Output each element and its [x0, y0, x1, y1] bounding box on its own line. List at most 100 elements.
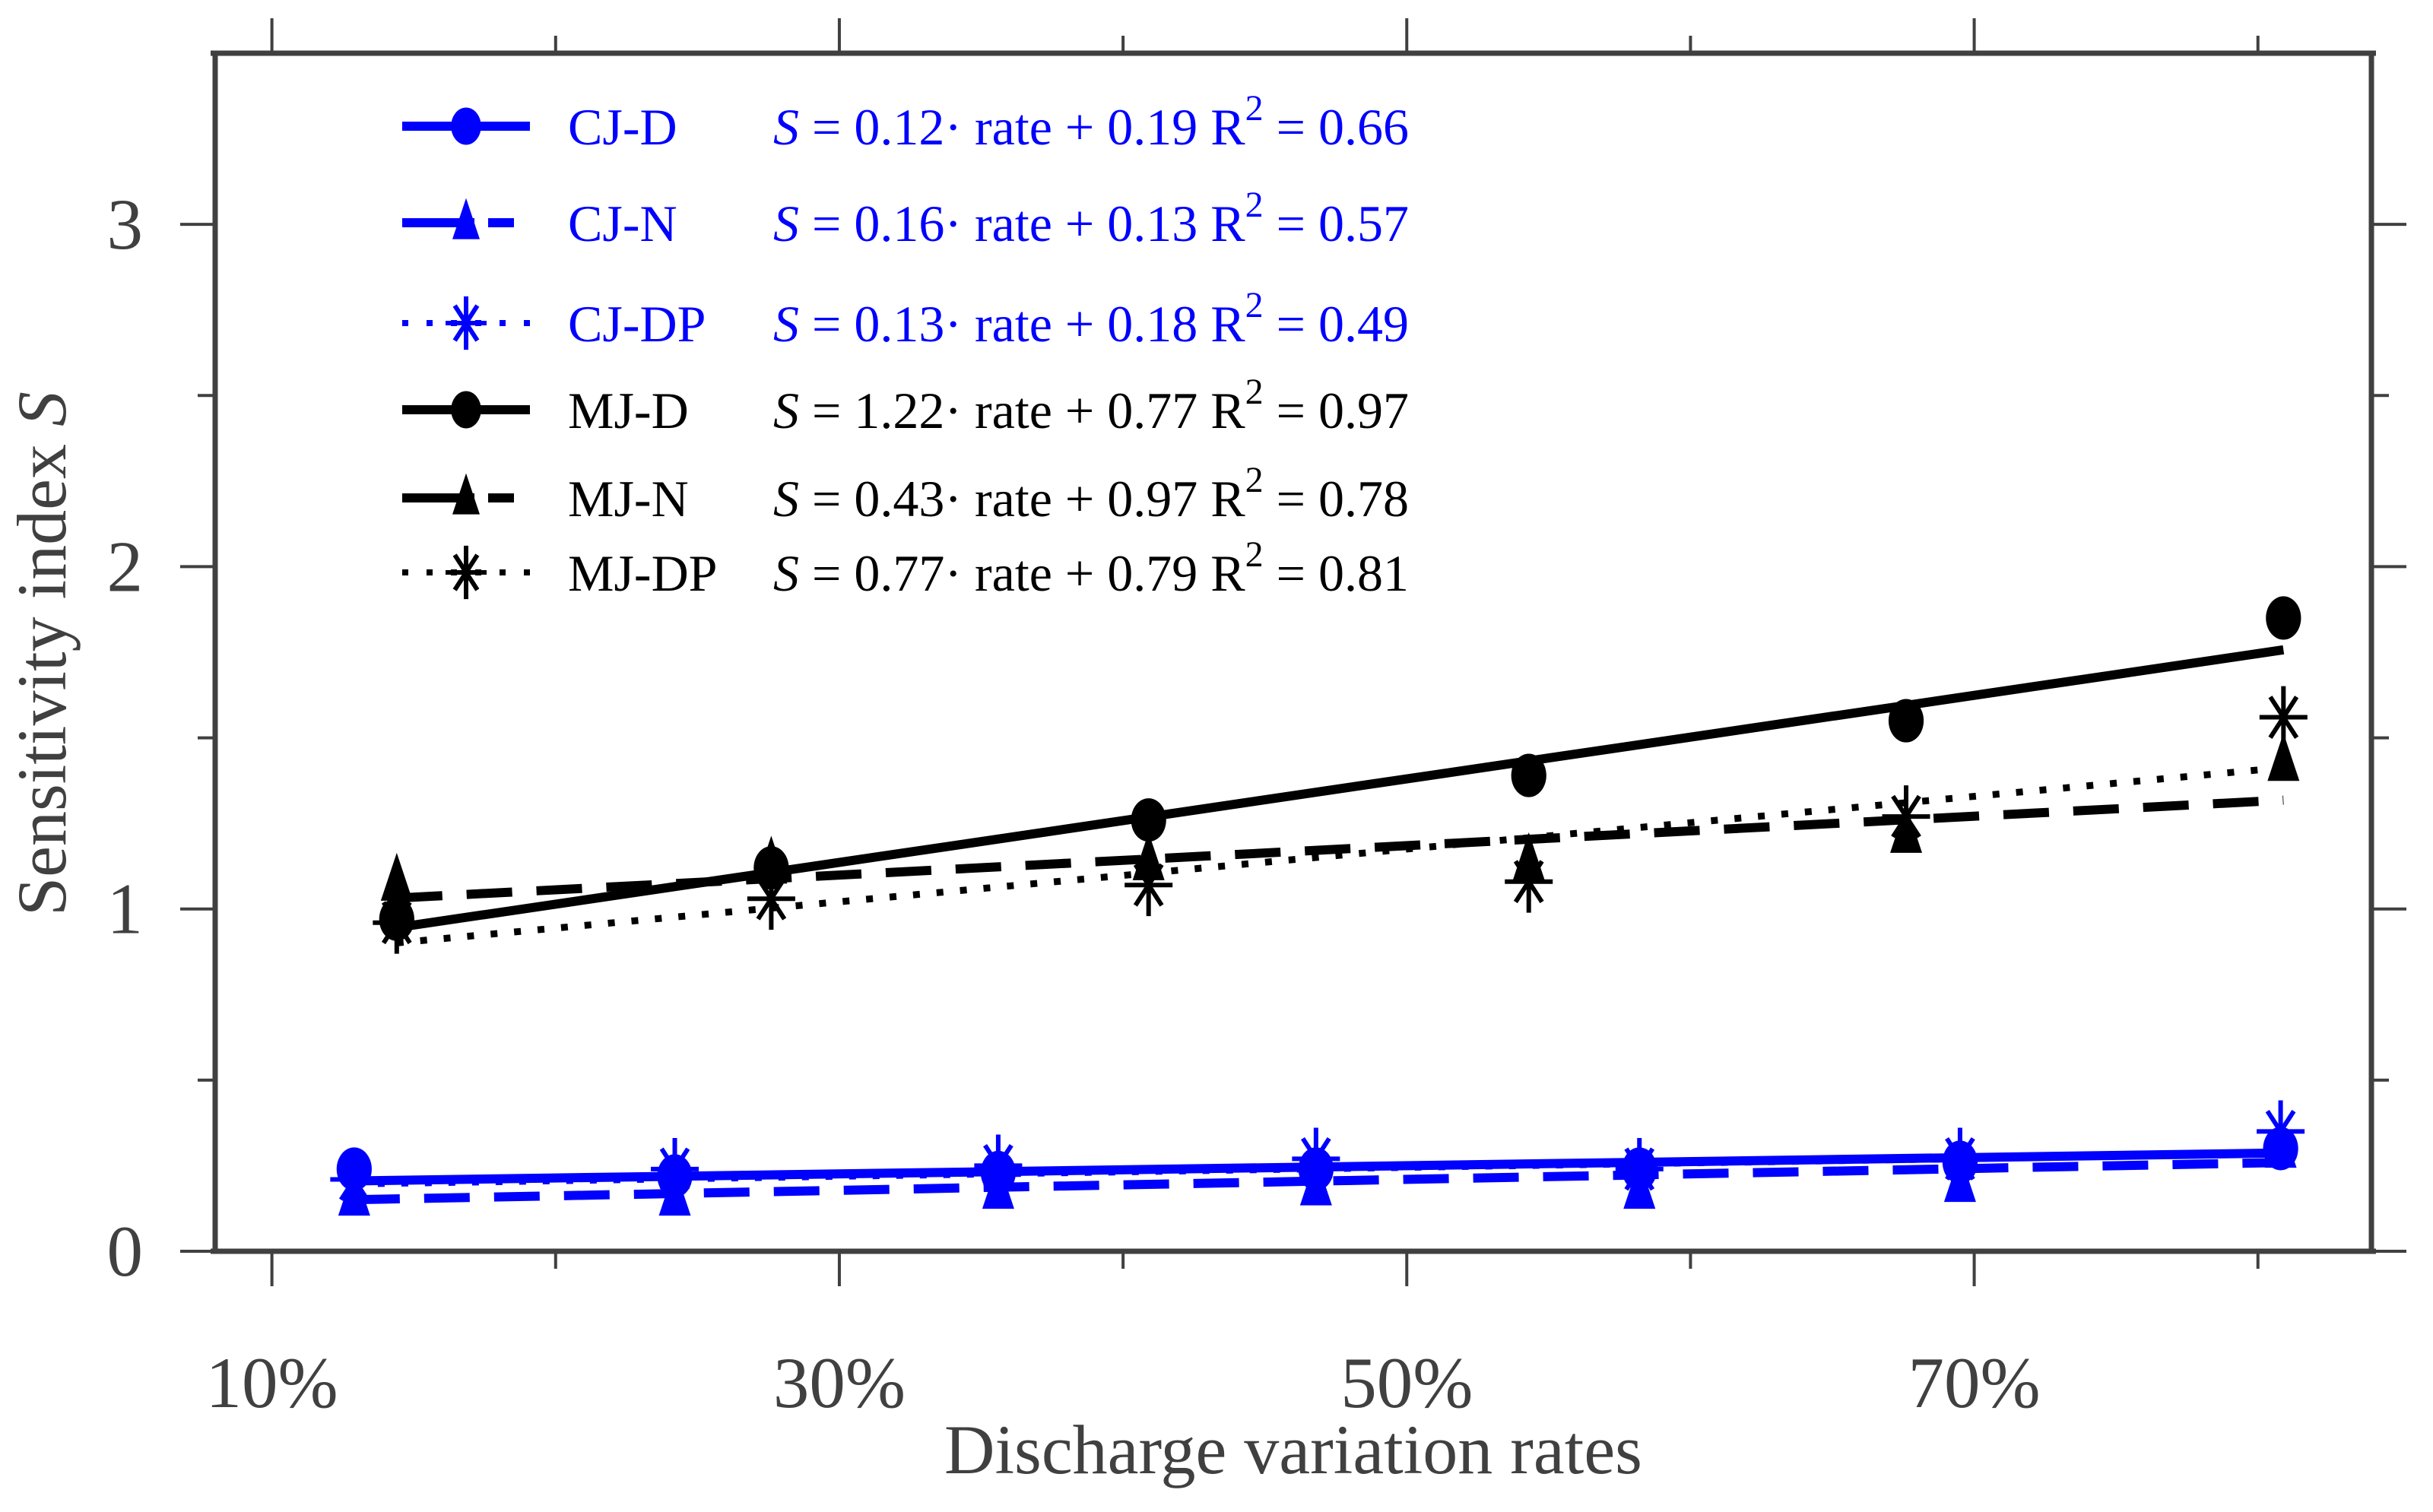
x-axis-label: Discharge variation rates: [944, 1411, 1642, 1488]
y-tick-label: 0: [107, 1211, 144, 1292]
point-mj-d: [1131, 798, 1166, 842]
y-axis-label-text: Sensitivity index: [3, 426, 81, 916]
equation-r2-value: = 0.49: [1264, 295, 1409, 353]
legend-equation: S = 0.43· rate + 0.97 R2 = 0.78: [773, 460, 1409, 528]
point-cj-dp: [1615, 1137, 1664, 1200]
legend-label: MJ-DP: [568, 544, 718, 602]
equation-symbol: S: [773, 544, 799, 602]
legend-marker-triangle-icon: [452, 198, 480, 239]
equation-body: = 0.12· rate + 0.19 R: [799, 98, 1245, 156]
asterisk-stroke: [659, 1147, 690, 1191]
asterisk-stroke: [339, 1158, 370, 1201]
x-tick-label: 30%: [773, 1342, 906, 1423]
axis-tick-labels: 10% 30% 50% 70% 0 1 2 3: [107, 184, 2041, 1423]
asterisk-stroke: [2268, 696, 2299, 739]
x-tick-label: 10%: [206, 1342, 338, 1423]
point-cj-dp: [330, 1148, 379, 1211]
asterisk-stroke: [1891, 794, 1921, 838]
point-mj-dp: [1505, 850, 1553, 913]
legend-marker-circle-icon: [451, 391, 481, 429]
legend-equation: S = 0.77· rate + 0.79 R2 = 0.81: [773, 534, 1409, 602]
equation-r2-superscript: 2: [1245, 460, 1264, 500]
legend-label: MJ-D: [568, 382, 689, 439]
y-axis-label: Sensitivity index S: [3, 391, 81, 916]
asterisk-stroke: [1945, 1137, 1975, 1181]
equation-r2-superscript: 2: [1245, 185, 1264, 225]
y-tick-label: 2: [107, 526, 144, 607]
legend-entry-mj-dp: MJ-DP S = 0.77· rate + 0.79 R2 = 0.81: [402, 534, 1409, 602]
point-mj-dp: [747, 867, 795, 930]
point-mj-dp: [2259, 686, 2308, 749]
equation-symbol: S: [773, 382, 799, 439]
equation-body: = 0.77· rate + 0.79 R: [799, 544, 1245, 602]
legend-equation: S = 1.22· rate + 0.77 R2 = 0.97: [773, 372, 1409, 439]
x-tick-label: 70%: [1908, 1342, 2041, 1423]
legend-label: CJ-N: [568, 195, 677, 252]
asterisk-stroke: [1513, 860, 1544, 904]
legend-equation: S = 0.12· rate + 0.19 R2 = 0.66: [773, 88, 1409, 156]
legend-equation: S = 0.16· rate + 0.13 R2 = 0.57: [773, 185, 1409, 252]
equation-r2-value: = 0.78: [1264, 470, 1409, 528]
legend-marker-circle-icon: [451, 107, 481, 145]
legend-label: CJ-DP: [568, 295, 706, 353]
equation-r2-value: = 0.97: [1264, 382, 1409, 439]
legend-entry-mj-d: MJ-D S = 1.22· rate + 0.77 R2 = 0.97: [402, 372, 1409, 439]
data-markers: [330, 596, 2308, 1216]
equation-r2-superscript: 2: [1245, 285, 1264, 325]
legend-marker-asterisk-icon: [446, 545, 487, 600]
equation-symbol: S: [773, 295, 799, 353]
legend-label: MJ-N: [568, 470, 689, 528]
equation-symbol: S: [773, 470, 799, 528]
equation-r2-value: = 0.66: [1264, 98, 1409, 156]
legend-equation: S = 0.13· rate + 0.18 R2 = 0.49: [773, 285, 1409, 353]
equation-r2-superscript: 2: [1245, 372, 1264, 412]
asterisk-stroke: [2265, 1109, 2296, 1153]
axis-ticks: [180, 18, 2406, 1286]
x-tick-label: 50%: [1340, 1342, 1473, 1423]
legend-entry-cj-dp: CJ-DP S = 0.13· rate + 0.18 R2 = 0.49: [402, 285, 1409, 353]
legend-marker-asterisk-icon: [446, 296, 487, 350]
equation-symbol: S: [773, 98, 799, 156]
point-mj-d: [1511, 753, 1546, 797]
equation-symbol: S: [773, 195, 799, 252]
asterisk-stroke: [452, 553, 480, 591]
legend-entry-cj-n: CJ-N S = 0.16· rate + 0.13 R2 = 0.57: [402, 185, 1409, 252]
asterisk-stroke: [1301, 1137, 1331, 1181]
point-cj-dp: [651, 1137, 699, 1200]
asterisk-stroke: [756, 876, 787, 921]
y-axis-label-symbol: S: [3, 391, 81, 426]
point-mj-n: [380, 852, 413, 901]
point-cj-dp: [1936, 1127, 1984, 1190]
asterisk-stroke: [1624, 1147, 1655, 1191]
asterisk-stroke: [983, 1144, 1013, 1187]
point-mj-dp: [1125, 854, 1173, 917]
asterisk-stroke: [381, 901, 412, 945]
y-tick-label: 1: [107, 869, 144, 949]
point-mj-n: [2267, 733, 2300, 781]
equation-body: = 0.16· rate + 0.13 R: [799, 195, 1245, 252]
equation-r2-superscript: 2: [1245, 88, 1264, 128]
legend-label: CJ-D: [568, 98, 677, 156]
legend-marker-triangle-icon: [452, 473, 480, 515]
equation-r2-superscript: 2: [1245, 534, 1264, 575]
point-mj-n: [755, 835, 788, 884]
asterisk-stroke: [1133, 863, 1164, 907]
fit-line-mj-n: [396, 795, 2284, 903]
point-mj-d: [1888, 699, 1924, 743]
equation-body: = 0.13· rate + 0.18 R: [799, 295, 1245, 353]
plot-frame: [211, 50, 2376, 1254]
equation-r2-value: = 0.57: [1264, 195, 1409, 252]
point-cj-dp: [974, 1134, 1023, 1197]
legend-entry-cj-d: CJ-D S = 0.12· rate + 0.19 R2 = 0.66: [402, 88, 1409, 156]
equation-body: = 1.22· rate + 0.77 R: [799, 382, 1245, 439]
point-cj-dp: [1292, 1127, 1340, 1190]
point-cj-dp: [2257, 1100, 2305, 1163]
point-mj-dp: [373, 891, 421, 954]
legend-entry-mj-n: MJ-N S = 0.43· rate + 0.97 R2 = 0.78: [402, 460, 1409, 528]
point-mj-dp: [1882, 785, 1930, 848]
equation-body: = 0.43· rate + 0.97 R: [799, 470, 1245, 528]
equation-r2-value: = 0.81: [1264, 544, 1409, 602]
y-tick-label: 3: [107, 184, 144, 265]
